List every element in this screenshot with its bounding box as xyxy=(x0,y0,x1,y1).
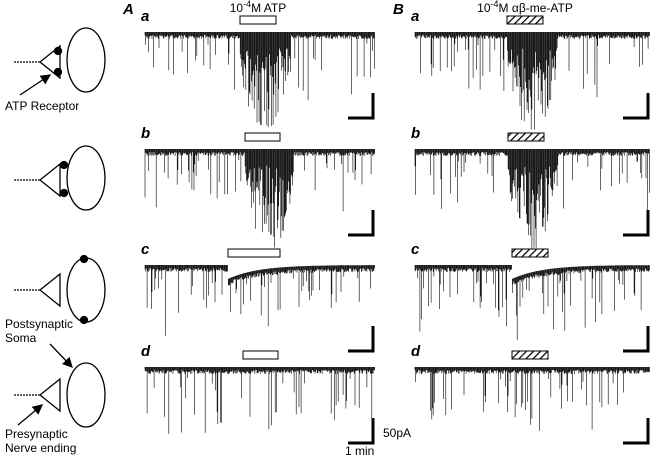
current-trace xyxy=(144,32,375,128)
scale-bar xyxy=(348,93,375,120)
stimulus-bar xyxy=(507,132,545,142)
scale-bar xyxy=(623,210,650,237)
current-trace xyxy=(414,32,650,130)
stimulus-bar xyxy=(506,15,544,25)
diagram-d xyxy=(14,343,106,428)
stimulus-bar xyxy=(511,350,549,360)
current-trace xyxy=(144,265,375,336)
current-trace xyxy=(144,149,375,248)
stimulus-text: 10 xyxy=(477,1,491,15)
row-label: a xyxy=(411,8,419,25)
scale-bar xyxy=(623,418,650,445)
current-trace xyxy=(414,149,650,250)
stimulus-bar xyxy=(244,132,281,142)
scale-bar xyxy=(348,210,375,237)
diagram-a xyxy=(14,27,106,96)
post-label: Soma xyxy=(5,331,37,345)
row-label: b xyxy=(141,125,150,142)
stimulus-text: 10 xyxy=(230,1,244,15)
scale-bar xyxy=(348,418,375,445)
row-label: d xyxy=(411,343,421,360)
row-label: c xyxy=(411,241,420,258)
stimulus-text: M αβ-me-ATP xyxy=(499,1,573,15)
post-label: Postsynaptic xyxy=(5,317,73,331)
stimulus-text: M ATP xyxy=(251,1,286,15)
cell-diagrams xyxy=(14,27,106,428)
stimulus-bar xyxy=(227,248,281,258)
scale-bar xyxy=(623,93,650,120)
row-label: c xyxy=(141,241,150,258)
diagram-b xyxy=(14,145,106,211)
current-trace xyxy=(414,367,650,431)
scale-bar xyxy=(348,326,375,353)
pre-label: Presynaptic xyxy=(5,427,68,441)
pre-label: Nerve ending xyxy=(5,441,76,455)
current-trace xyxy=(144,367,375,434)
scale-bar xyxy=(623,326,650,353)
time-scale-label: 1 min xyxy=(345,444,374,458)
current-scale-label: 50pA xyxy=(383,426,411,440)
stimulus-bar xyxy=(511,248,549,258)
stimulus-bar xyxy=(242,350,279,360)
panel-label: A xyxy=(122,1,134,18)
stimulus-label: 10-4M ATP xyxy=(230,0,287,15)
row-label: a xyxy=(141,8,149,25)
stimulus-bar xyxy=(239,15,277,25)
panel-label: B xyxy=(393,1,404,18)
receptor-label: ATP Receptor xyxy=(5,99,79,113)
stimulus-label: 10-4M αβ-me-ATP xyxy=(477,0,573,15)
stimulus-text: -4 xyxy=(243,0,251,9)
stimulus-text: -4 xyxy=(491,0,499,9)
row-label: b xyxy=(411,125,420,142)
row-label: d xyxy=(141,343,151,360)
current-trace xyxy=(414,265,650,340)
diagram-c xyxy=(14,254,106,325)
